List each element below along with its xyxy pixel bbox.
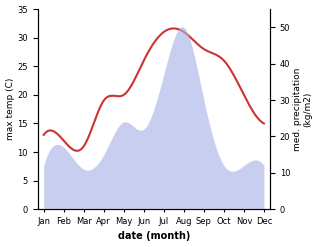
Y-axis label: max temp (C): max temp (C) [5,78,15,140]
X-axis label: date (month): date (month) [118,231,190,242]
Y-axis label: med. precipitation
(kg/m2): med. precipitation (kg/m2) [293,67,313,151]
